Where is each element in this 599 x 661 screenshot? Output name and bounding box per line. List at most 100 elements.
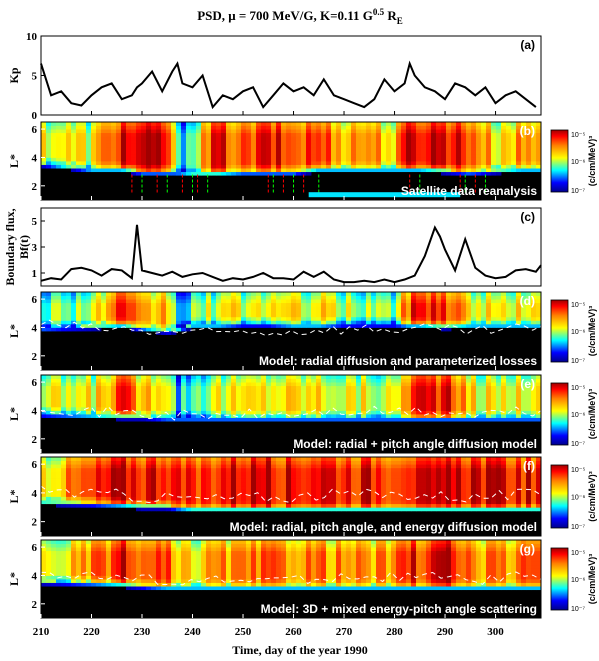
heatmap-cell [296,292,302,296]
heatmap-cell [146,146,152,151]
heatmap-cell [241,299,247,304]
heatmap-cell [216,385,222,390]
heatmap-cell [501,164,507,169]
heatmap-cell [346,474,352,479]
heatmap-cell [496,417,502,422]
heatmap-cell [526,143,532,148]
heatmap-cell [461,316,467,321]
heatmap-cell [46,316,52,321]
heatmap-cell [136,146,142,151]
heatmap-cell [461,164,467,169]
heatmap-cell [81,474,87,479]
heatmap-cell [311,378,317,383]
heatmap-cell [171,406,177,411]
heatmap-cell [446,164,452,169]
heatmap-cell [166,482,172,487]
heatmap-cell [56,161,62,165]
heatmap-cell [446,129,452,134]
heatmap-cell [181,417,187,422]
heatmap-cell [351,482,357,487]
heatmap-cell [286,375,292,379]
heatmap-cell [241,417,247,422]
colorbar [550,299,569,363]
heatmap-cell [81,143,87,148]
heatmap-cell [521,150,527,155]
heatmap-cell [151,132,157,137]
heatmap-cell [481,306,487,311]
heatmap-cell [236,414,242,418]
heatmap-cell [131,482,137,487]
heatmap-cell [501,306,507,311]
heatmap-cell [301,414,307,418]
heatmap-cell [171,378,177,383]
heatmap-cell [346,132,352,137]
heatmap-cell [226,496,232,501]
heatmap-cell [151,146,157,151]
heatmap-cell [346,168,352,173]
heatmap-cell [311,500,317,505]
heatmap-cell [336,478,342,483]
heatmap-cell [411,136,417,141]
heatmap-cell [211,292,217,296]
heatmap-cell [271,389,277,394]
heatmap-cell [71,146,77,151]
heatmap-cell [156,385,162,390]
heatmap-cell [281,485,287,490]
heatmap-cell [371,396,377,401]
heatmap-cell [216,299,222,304]
heatmap-cell [176,122,182,126]
heatmap-cell [171,464,177,469]
heatmap-cell [331,403,337,408]
heatmap-cell [326,323,332,328]
heatmap-cell [401,406,407,411]
heatmap-cell [66,313,72,318]
heatmap-cell [401,153,407,158]
heatmap-cell [206,460,212,465]
heatmap-cell [146,323,152,328]
heatmap-cell [156,471,162,476]
heatmap-cell [536,168,542,173]
heatmap-cell [331,489,337,494]
panel-label: (c) [520,210,535,224]
heatmap-cell [466,389,472,394]
heatmap-cell [396,316,402,321]
heatmap-cell [111,164,117,169]
heatmap-cell [151,406,157,411]
contour-dashed-line [40,319,542,337]
heatmap-cell [526,306,532,311]
heatmap-cell [101,309,107,314]
heatmap-cell [481,129,487,134]
heatmap-cell [96,323,102,328]
heatmap-cell [391,139,397,144]
heatmap-cell [106,474,112,479]
heatmap-cell [141,299,147,304]
heatmap-cell [526,378,532,383]
heatmap-cell [526,164,532,169]
heatmap-cell [251,146,257,151]
heatmap-cell [241,306,247,311]
heatmap-cell [71,125,77,130]
heatmap-cell [271,392,277,397]
heatmap-cell [416,392,422,397]
heatmap-cell [196,299,202,304]
heatmap-cell [296,171,302,176]
heatmap-cell [76,396,82,401]
heatmap-cell [121,136,127,141]
heatmap-cell [351,143,357,148]
heatmap-cell [426,306,432,311]
heatmap-cell [276,485,282,490]
heatmap-cell [181,132,187,137]
heatmap-cell [341,500,347,505]
heatmap-cell [466,306,472,311]
series-line [40,224,542,284]
heatmap-cell [531,316,537,321]
heatmap-cell [276,378,282,383]
heatmap-cell [396,417,402,422]
heatmap-cell [186,146,192,151]
heatmap-cell [526,382,532,387]
heatmap-cell [236,125,242,130]
heatmap-cell [246,406,252,411]
heatmap-cell [336,471,342,476]
heatmap-cell [286,489,292,494]
heatmap-cell [131,153,137,158]
